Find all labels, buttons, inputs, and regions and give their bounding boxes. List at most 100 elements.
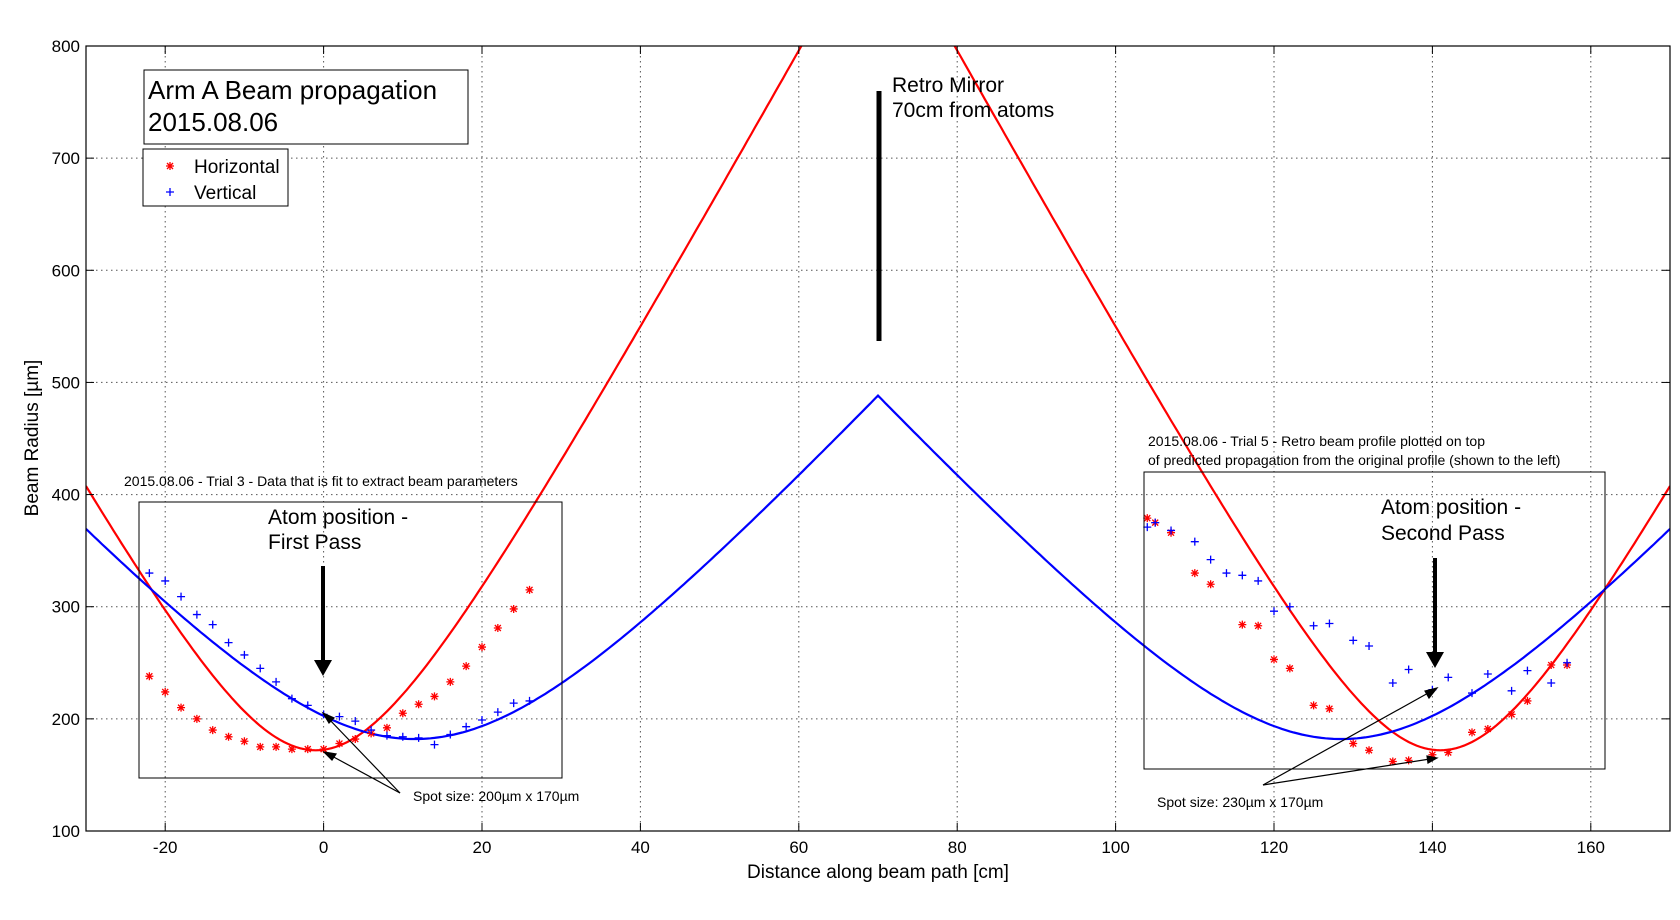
legend: Horizontal Vertical (142, 148, 289, 207)
data-point-vertical (303, 701, 312, 710)
retro-mirror-label-line1: Retro Mirror (892, 74, 1004, 97)
spot-size-arrows-second (1262, 686, 1439, 786)
data-point-horizontal (335, 739, 344, 748)
data-point-horizontal (509, 604, 518, 613)
data-point-horizontal (1254, 621, 1263, 630)
data-point-vertical (287, 694, 296, 703)
data-point-horizontal (478, 643, 486, 652)
spot-size-label-first: Spot size: 200µm x 170µm (413, 788, 579, 804)
data-point-vertical (1483, 670, 1492, 678)
y-tick-label: 600 (52, 261, 80, 280)
data-point-horizontal (240, 737, 249, 746)
second-pass-arrow (1426, 558, 1444, 668)
data-point-horizontal (287, 745, 296, 754)
data-point-horizontal (398, 709, 407, 718)
data-point-vertical (1563, 658, 1572, 667)
legend-marker-vertical (166, 188, 174, 196)
data-point-vertical (177, 592, 186, 601)
y-axis-label: Beam Radius [µm] (22, 360, 43, 517)
data-point-horizontal (1325, 704, 1334, 713)
data-point-vertical (272, 677, 281, 686)
data-point-horizontal (525, 585, 534, 594)
data-point-vertical (351, 717, 360, 726)
x-tick-label: 0 (319, 838, 328, 857)
data-point-horizontal (382, 723, 391, 732)
data-point-vertical (1151, 518, 1160, 527)
data-point-horizontal (161, 687, 170, 696)
data-point-vertical (1325, 619, 1334, 628)
retro-mirror-label-line2: 70cm from atoms (892, 99, 1054, 122)
data-point-vertical (1404, 665, 1413, 674)
data-point-vertical (161, 576, 170, 585)
data-point-horizontal (1547, 661, 1556, 670)
data-point-horizontal (462, 662, 471, 671)
data-point-vertical (509, 699, 518, 708)
legend-marker-horizontal (166, 162, 174, 170)
data-point-vertical (1349, 636, 1358, 645)
x-tick-label: 60 (789, 838, 808, 857)
data-point-vertical (525, 696, 534, 705)
y-tick-label: 800 (52, 37, 80, 56)
x-tick-label: 80 (948, 838, 967, 857)
data-point-vertical (1523, 666, 1532, 675)
y-tick-label: 200 (52, 710, 80, 729)
second-pass-label-line2: Second Pass (1381, 522, 1505, 545)
first-pass-arrow (314, 566, 332, 676)
data-point-horizontal (1285, 664, 1294, 673)
data-point-vertical (1238, 571, 1247, 580)
x-tick-label: 160 (1577, 838, 1605, 857)
y-tick-label: 500 (52, 373, 80, 392)
data-point-horizontal (1444, 748, 1453, 757)
trial5-note-line1: 2015.08.06 - Trial 5 - Retro beam profil… (1148, 433, 1485, 449)
data-point-horizontal (192, 714, 201, 723)
data-point-vertical (382, 731, 391, 740)
data-point-horizontal (1404, 756, 1413, 765)
x-tick-label: 120 (1260, 838, 1288, 857)
data-point-horizontal (414, 700, 423, 709)
legend-label-horizontal: Horizontal (194, 157, 280, 178)
spot-size-label-second: Spot size: 230µm x 170µm (1157, 794, 1323, 810)
data-point-vertical (398, 732, 407, 741)
y-tick-label: 700 (52, 149, 80, 168)
trial3-box (138, 501, 563, 779)
data-point-horizontal (303, 745, 312, 754)
data-point-horizontal (1507, 710, 1516, 719)
data-point-vertical (240, 650, 249, 659)
data-point-vertical (256, 664, 265, 673)
data-point-horizontal (1388, 757, 1397, 766)
data-point-horizontal (177, 703, 186, 712)
y-tick-label: 400 (52, 486, 80, 505)
data-point-horizontal (1483, 724, 1492, 733)
data-point-horizontal (493, 624, 502, 633)
axis-ticks: -20 0 20 40 60 80 100 120 140 160 100 200 300 400 500 6… (52, 37, 1670, 857)
data-point-horizontal (319, 745, 328, 754)
data-point-vertical (478, 715, 486, 724)
data-point-horizontal (1468, 728, 1476, 737)
data-point-horizontal (1428, 750, 1437, 759)
data-point-horizontal (351, 735, 360, 744)
data-point-horizontal (1349, 739, 1358, 748)
data-point-horizontal (1143, 514, 1152, 523)
x-tick-label: 40 (631, 838, 650, 857)
x-tick-label: 140 (1418, 838, 1446, 857)
data-point-horizontal (1190, 569, 1199, 578)
chart-title-line1: Arm A Beam propagation (148, 75, 437, 105)
data-point-vertical (462, 722, 471, 731)
data-point-horizontal (256, 742, 265, 751)
plot-frame (85, 45, 1671, 832)
x-tick-label: 100 (1101, 838, 1129, 857)
data-point-vertical (1507, 686, 1516, 695)
data-point-vertical (1270, 607, 1278, 616)
trial3-note: 2015.08.06 - Trial 3 - Data that is fit … (124, 473, 518, 489)
data-point-vertical (1206, 555, 1215, 564)
y-tick-label: 100 (52, 822, 80, 841)
first-pass-label-line1: Atom position - (268, 506, 408, 529)
y-tick-label: 300 (52, 598, 80, 617)
data-point-vertical (1365, 641, 1374, 650)
x-tick-label: 20 (473, 838, 492, 857)
data-point-vertical (1143, 523, 1152, 532)
x-tick-label: -20 (153, 838, 178, 857)
data-point-vertical (430, 740, 439, 749)
data-point-vertical (1222, 569, 1231, 578)
data-point-horizontal (272, 742, 281, 751)
